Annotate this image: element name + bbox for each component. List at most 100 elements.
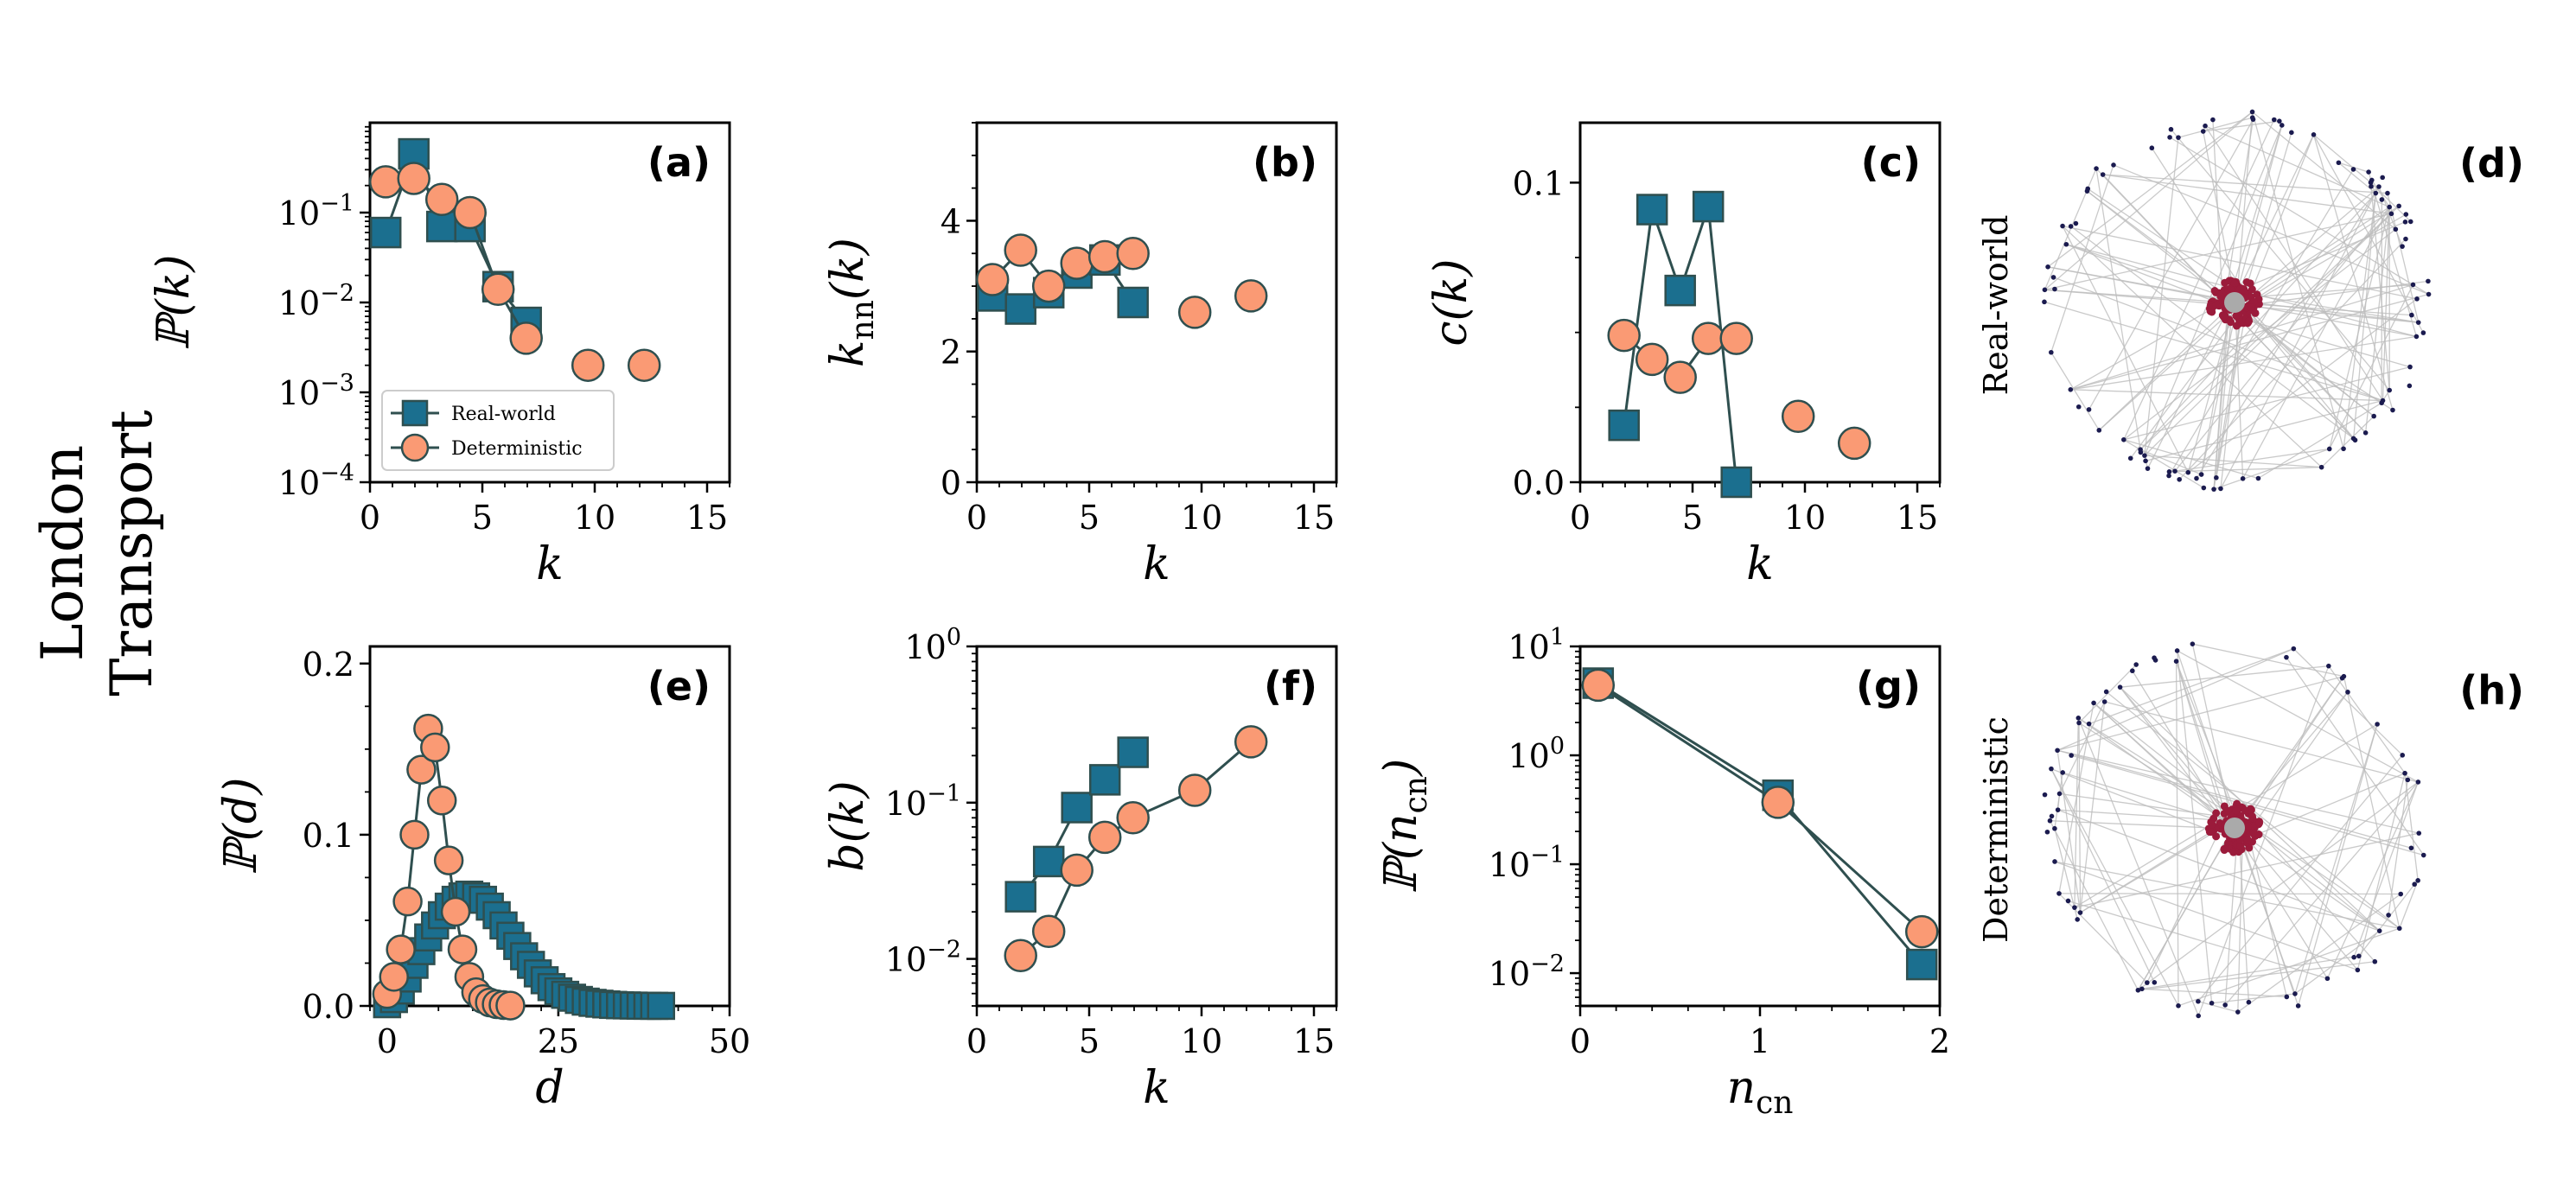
network-node-outer — [2369, 183, 2374, 189]
network-edge — [2245, 821, 2401, 929]
marker-det — [1719, 321, 1753, 355]
marker-det — [1087, 239, 1122, 274]
network-edge — [2216, 298, 2234, 478]
network-edge — [2203, 120, 2280, 132]
network-node-outer — [2056, 791, 2063, 797]
y-axis-label-b: knn(k) — [822, 238, 881, 367]
network-edge — [2364, 207, 2390, 433]
network-node-outer — [2052, 286, 2057, 292]
network-node-outer — [2255, 475, 2261, 481]
network-panel-h: Deterministic (h) — [1977, 641, 2524, 1019]
network-edge — [2050, 768, 2227, 837]
network-edge — [2144, 455, 2322, 468]
network-node-core — [2243, 835, 2252, 843]
network-node-core — [2244, 822, 2253, 830]
network-node-outer — [2176, 1003, 2181, 1009]
x-tick-label-f: 10 — [1181, 1022, 1222, 1060]
network-edge — [2197, 1001, 2239, 1013]
marker-det — [1060, 246, 1094, 280]
network-edge — [2258, 402, 2382, 480]
network-edge — [2328, 665, 2406, 774]
marker-real — [647, 991, 676, 1021]
network-node-outer — [2235, 1009, 2241, 1015]
x-tick-label-a: 5 — [472, 499, 493, 537]
y-tick-label-c: 0.0 — [1513, 464, 1565, 502]
row-title-line-2: Transport — [99, 410, 165, 696]
network-edge — [2246, 207, 2390, 301]
network-edge — [2245, 824, 2287, 997]
network-node-outer — [2077, 910, 2083, 915]
network-edge — [2216, 313, 2247, 478]
x-tick-label-e: 50 — [709, 1022, 750, 1060]
network-edge — [2138, 961, 2375, 991]
network-edge — [2329, 207, 2390, 449]
network-node-outer — [2167, 135, 2172, 140]
network-node-outer — [2177, 476, 2182, 482]
network-node-core — [2220, 312, 2228, 321]
network-node-outer — [2075, 917, 2081, 922]
network-graph-d — [2042, 109, 2432, 492]
network-node-outer — [2386, 913, 2391, 918]
network-node-outer — [2246, 999, 2252, 1005]
network-edge — [2213, 302, 2245, 490]
network-node-outer — [2063, 241, 2069, 247]
network-node-outer — [2402, 220, 2408, 225]
legend-label-det: Deterministic — [451, 438, 583, 460]
x-tick-label-c: 10 — [1784, 499, 1826, 537]
network-node-outer — [2133, 662, 2139, 667]
x-tick-label-f: 15 — [1293, 1022, 1335, 1060]
network-node-outer — [2420, 330, 2426, 335]
marker-det — [1691, 321, 1725, 355]
network-edge — [2231, 134, 2315, 304]
network-node-outer — [2388, 211, 2394, 217]
network-edge — [2212, 119, 2224, 307]
network-edge — [2213, 300, 2231, 490]
network-edge — [2057, 809, 2380, 932]
network-node-outer — [2400, 753, 2406, 758]
network-node-outer — [2086, 407, 2092, 412]
network-node-core — [2242, 278, 2251, 287]
network-node-outer — [2416, 830, 2422, 836]
y-tick-label-b: 2 — [940, 334, 961, 372]
network-node-outer — [2194, 475, 2199, 481]
network-edge — [2139, 205, 2400, 450]
network-edge — [2146, 302, 2232, 469]
network-node-core — [2212, 832, 2221, 841]
network-edge — [2200, 299, 2233, 475]
network-node-outer — [2400, 244, 2405, 249]
marker-det — [399, 819, 430, 850]
panel-c: 0 5 10 15 0.0 0.1 k c(k) (c) — [1425, 121, 1942, 590]
network-node-outer — [2318, 464, 2324, 470]
network-node-core — [2221, 278, 2229, 287]
panel-f: 0 5 10 15 10−2 10−1 100 k b(k) (f) — [822, 624, 1338, 1114]
network-node-outer — [2075, 715, 2082, 721]
network-node-outer — [2284, 994, 2290, 1000]
x-axis-label-a: k — [536, 538, 564, 590]
network-node-outer — [2210, 117, 2216, 123]
x-axis-label-f: k — [1143, 1062, 1170, 1114]
network-node-outer — [2398, 891, 2404, 897]
network-node-outer — [2407, 219, 2413, 225]
network-edge — [2232, 290, 2419, 323]
network-edge — [2137, 835, 2230, 991]
network-node-core — [2212, 809, 2221, 818]
network-edge — [2047, 111, 2253, 268]
network-side-label-d: Real-world — [1977, 215, 2015, 396]
network-node-outer — [2341, 446, 2346, 452]
network-node-outer — [2176, 135, 2181, 140]
network-node-outer — [2060, 223, 2065, 229]
marker-det — [1177, 296, 1212, 329]
network-node-outer — [2240, 476, 2246, 481]
network-node-outer — [2366, 169, 2371, 175]
network-edge — [2139, 449, 2202, 475]
network-node-outer — [2045, 264, 2050, 270]
network-edge — [2237, 826, 2244, 1013]
network-node-outer — [2050, 275, 2056, 280]
network-edge — [2220, 186, 2380, 489]
network-edge — [2123, 439, 2259, 480]
marker-det — [424, 182, 459, 217]
marker-det — [397, 162, 430, 195]
network-node-center — [2224, 818, 2245, 838]
y-tick-label-f: 100 — [904, 624, 961, 666]
marker-det — [1087, 820, 1122, 855]
